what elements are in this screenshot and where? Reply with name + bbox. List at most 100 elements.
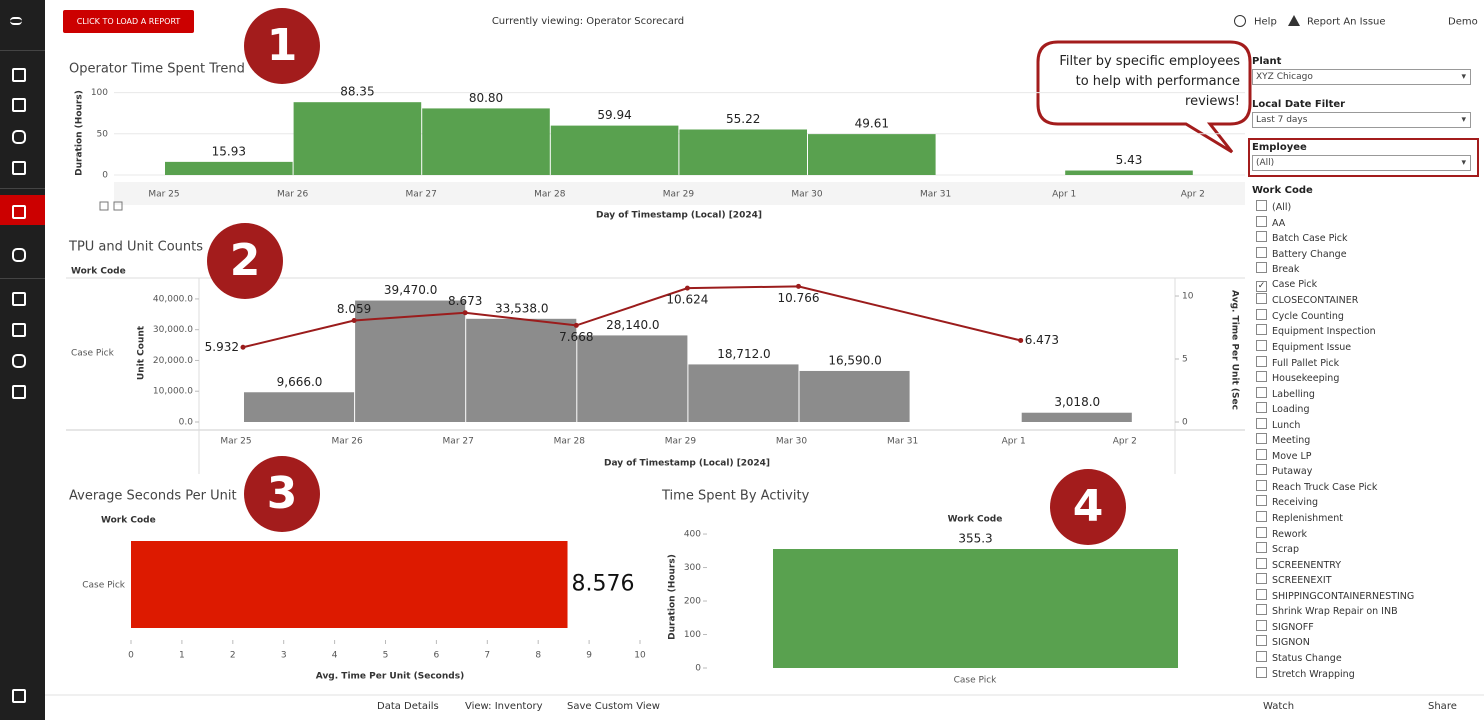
checkbox[interactable]	[1256, 526, 1267, 538]
work-code-item[interactable]: Battery Change	[1256, 246, 1347, 261]
work-code-item[interactable]: Shrink Wrap Repair on INB	[1256, 604, 1398, 618]
checkbox[interactable]	[1256, 495, 1267, 507]
work-code-label[interactable]: (All)	[1272, 202, 1292, 213]
checkbox[interactable]	[1256, 557, 1267, 569]
work-code-item[interactable]: SIGNOFF	[1256, 619, 1314, 634]
nav-icon[interactable]	[12, 354, 26, 368]
work-code-label[interactable]: Rework	[1272, 528, 1308, 540]
checkbox[interactable]: ✓	[1256, 280, 1267, 292]
work-code-label[interactable]: SIGNOFF	[1272, 621, 1314, 633]
nav-icon[interactable]	[10, 17, 22, 25]
filter-select[interactable]: Last 7 days	[1252, 112, 1471, 128]
work-code-label[interactable]: Reach Truck Case Pick	[1272, 481, 1378, 493]
work-code-label[interactable]: Loading	[1272, 404, 1310, 416]
checkbox[interactable]	[1256, 339, 1267, 351]
checkbox[interactable]	[1256, 433, 1267, 445]
nav-icon[interactable]	[12, 385, 26, 399]
expand-button[interactable]	[113, 201, 123, 211]
work-code-label[interactable]: Putaway	[1272, 466, 1313, 478]
work-code-label[interactable]: Cycle Counting	[1272, 310, 1344, 322]
work-code-label[interactable]: Stretch Wrapping	[1272, 668, 1355, 680]
work-code-item[interactable]: AA	[1256, 215, 1286, 230]
work-code-label[interactable]: CLOSECONTAINER	[1272, 295, 1359, 307]
work-code-label[interactable]: AA	[1272, 217, 1286, 229]
filter-select[interactable]: XYZ Chicago	[1252, 69, 1471, 85]
work-code-item[interactable]: Move LP	[1256, 448, 1312, 463]
toolbar-save-view[interactable]: Save Custom View	[567, 701, 660, 712]
work-code-item[interactable]: ✓ Case Pick	[1256, 278, 1317, 292]
work-code-item[interactable]: Scrap	[1256, 542, 1299, 556]
toolbar-data-details[interactable]: Data Details	[377, 701, 439, 712]
checkbox[interactable]	[1256, 231, 1267, 243]
work-code-label[interactable]: Labelling	[1272, 388, 1315, 400]
checkbox[interactable]	[1256, 200, 1267, 211]
nav-icon[interactable]	[12, 161, 26, 175]
work-code-item[interactable]: Rework	[1256, 526, 1308, 541]
checkbox[interactable]	[1256, 355, 1267, 367]
work-code-item[interactable]: Batch Case Pick	[1256, 231, 1347, 245]
work-code-label[interactable]: SIGNON	[1272, 637, 1310, 649]
work-code-item[interactable]: Housekeeping	[1256, 371, 1339, 385]
checkbox[interactable]	[1256, 479, 1267, 491]
work-code-item[interactable]: CLOSECONTAINER	[1256, 293, 1358, 307]
work-code-label[interactable]: Lunch	[1272, 419, 1301, 431]
checkbox[interactable]	[1256, 448, 1267, 460]
nav-icon[interactable]	[12, 205, 26, 219]
work-code-item[interactable]: Replenishment	[1256, 511, 1343, 525]
work-code-label[interactable]: Status Change	[1272, 652, 1342, 664]
checkbox[interactable]	[1256, 324, 1267, 336]
nav-icon[interactable]	[12, 323, 26, 337]
help-icon[interactable]	[1234, 15, 1246, 27]
checkbox[interactable]	[1256, 650, 1267, 662]
checkbox[interactable]	[1256, 666, 1267, 678]
work-code-item[interactable]: Equipment Issue	[1256, 339, 1351, 354]
filter-select[interactable]: (All)	[1252, 155, 1471, 171]
nav-icon[interactable]	[12, 98, 26, 112]
work-code-item[interactable]: Equipment Inspection	[1256, 324, 1376, 338]
checkbox[interactable]	[1256, 542, 1267, 554]
checkbox[interactable]	[1256, 619, 1267, 631]
report-link[interactable]: Report An Issue	[1307, 17, 1386, 28]
work-code-item[interactable]: (All)	[1256, 200, 1291, 214]
work-code-item[interactable]: Reach Truck Case Pick	[1256, 479, 1378, 494]
checkbox[interactable]	[1256, 511, 1267, 522]
checkbox[interactable]	[1256, 604, 1267, 616]
work-code-item[interactable]: SIGNON	[1256, 635, 1310, 649]
work-code-item[interactable]: Break	[1256, 262, 1299, 276]
checkbox[interactable]	[1256, 371, 1267, 383]
work-code-label[interactable]: Meeting	[1272, 435, 1311, 447]
user-name[interactable]: Demo	[1448, 17, 1478, 28]
work-code-item[interactable]: Labelling	[1256, 386, 1315, 401]
checkbox[interactable]	[1256, 262, 1267, 274]
work-code-label[interactable]: Break	[1272, 264, 1300, 276]
work-code-item[interactable]: Meeting	[1256, 433, 1310, 447]
checkbox[interactable]	[1256, 215, 1267, 227]
nav-icon[interactable]	[12, 689, 26, 703]
work-code-label[interactable]: Batch Case Pick	[1272, 233, 1348, 245]
load-button[interactable]	[63, 10, 194, 33]
work-code-label[interactable]: SCREENENTRY	[1272, 559, 1342, 571]
help-link[interactable]: Help	[1254, 17, 1277, 28]
work-code-item[interactable]: Receiving	[1256, 495, 1318, 509]
work-code-label[interactable]: Shrink Wrap Repair on INB	[1272, 606, 1398, 618]
work-code-label[interactable]: Replenishment	[1272, 513, 1344, 524]
work-code-label[interactable]: Housekeeping	[1272, 373, 1340, 385]
toolbar-view[interactable]: View: Inventory	[465, 701, 543, 712]
checkbox[interactable]	[1256, 386, 1267, 398]
work-code-label[interactable]: SHIPPINGCONTAINERNESTING	[1272, 590, 1415, 602]
work-code-item[interactable]: Status Change	[1256, 650, 1342, 665]
nav-icon[interactable]	[12, 68, 26, 82]
collapse-button[interactable]	[99, 201, 109, 211]
work-code-label[interactable]: Receiving	[1272, 497, 1319, 509]
nav-icon[interactable]	[12, 130, 26, 144]
report-icon[interactable]	[1288, 15, 1300, 26]
checkbox[interactable]	[1256, 417, 1267, 429]
work-code-label[interactable]: Full Pallet Pick	[1272, 357, 1340, 369]
work-code-label[interactable]: Case Pick	[1272, 278, 1318, 290]
checkbox[interactable]	[1256, 308, 1267, 320]
checkbox[interactable]	[1256, 588, 1267, 600]
work-code-item[interactable]: Loading	[1256, 402, 1309, 416]
work-code-item[interactable]: SCREENENTRY	[1256, 557, 1342, 572]
checkbox[interactable]	[1256, 573, 1267, 585]
load-button-text[interactable]: CLICK TO LOAD A REPORT	[77, 17, 181, 26]
